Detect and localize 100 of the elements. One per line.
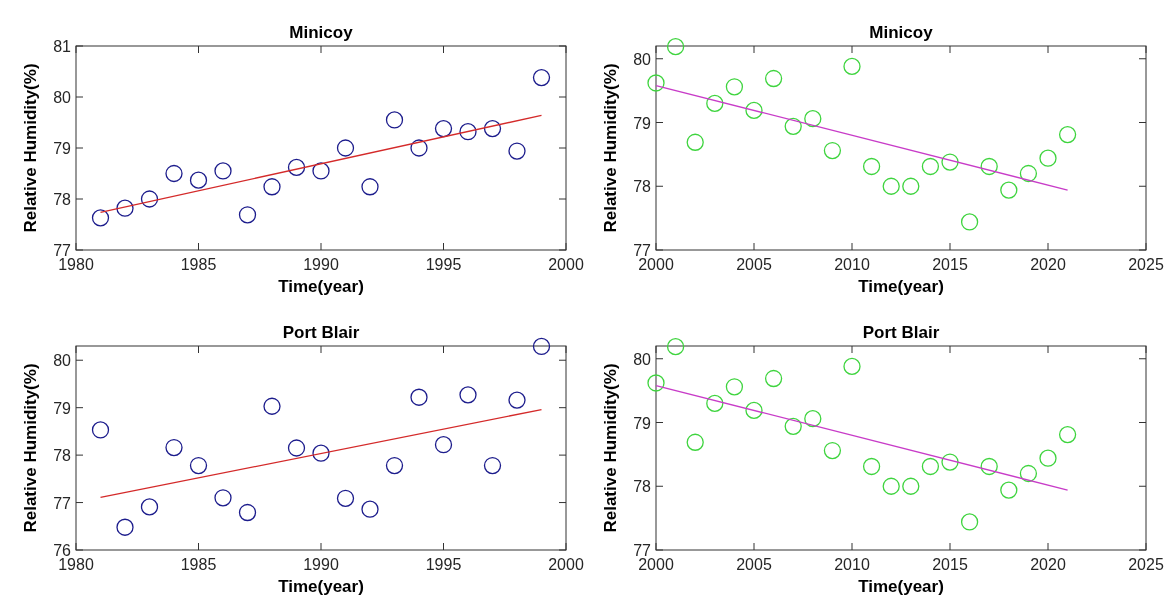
x-tick-label: 1995 bbox=[425, 256, 462, 273]
y-tick-label: 79 bbox=[633, 414, 652, 432]
x-axis-title: Time(year) bbox=[278, 577, 364, 596]
y-tick-label: 78 bbox=[53, 447, 72, 465]
point bbox=[706, 94, 724, 113]
x-tick-label: 1985 bbox=[180, 256, 217, 273]
y-tick-label: 77 bbox=[53, 242, 72, 259]
point bbox=[140, 498, 159, 516]
point bbox=[1019, 464, 1038, 483]
y-tick-label: 80 bbox=[633, 50, 652, 68]
point bbox=[263, 397, 281, 415]
chart-title: Minicoy bbox=[869, 23, 934, 42]
point bbox=[116, 518, 134, 536]
point bbox=[385, 111, 404, 129]
point bbox=[238, 503, 257, 522]
point bbox=[361, 178, 379, 196]
point bbox=[385, 456, 404, 475]
y-axis-title: Relative Humidity(%) bbox=[601, 363, 620, 533]
point bbox=[804, 410, 822, 428]
y-tick-label: 80 bbox=[633, 350, 652, 368]
point bbox=[784, 417, 802, 435]
point bbox=[921, 457, 940, 476]
point bbox=[902, 477, 920, 495]
point bbox=[804, 110, 822, 128]
x-axis-title: Time(year) bbox=[858, 277, 944, 296]
y-tick-label: 79 bbox=[53, 140, 72, 157]
x-tick-label: 2015 bbox=[932, 256, 968, 273]
x-tick-label: 2025 bbox=[1128, 556, 1164, 573]
point bbox=[823, 141, 842, 160]
point bbox=[843, 57, 861, 76]
y-tick-label: 76 bbox=[53, 542, 72, 559]
chart-title: Port Blair bbox=[862, 323, 940, 342]
point bbox=[508, 391, 526, 409]
point bbox=[960, 213, 979, 231]
point bbox=[336, 139, 355, 157]
point bbox=[116, 199, 134, 217]
y-tick-label: 77 bbox=[633, 542, 652, 559]
point bbox=[960, 513, 979, 531]
chart-title: Port Blair bbox=[282, 323, 360, 342]
point bbox=[882, 177, 900, 195]
x-axis-title: Time(year) bbox=[278, 277, 364, 296]
point bbox=[336, 489, 355, 507]
point bbox=[725, 378, 744, 396]
point bbox=[941, 153, 959, 171]
point bbox=[287, 439, 306, 457]
point bbox=[508, 142, 526, 160]
point bbox=[666, 337, 685, 356]
point bbox=[189, 456, 208, 475]
point bbox=[434, 119, 453, 138]
y-axis-title: Relative Humidity(%) bbox=[601, 63, 620, 233]
point bbox=[1039, 449, 1057, 467]
point bbox=[238, 206, 257, 224]
point bbox=[647, 374, 665, 392]
point bbox=[483, 456, 502, 475]
y-tick-label: 80 bbox=[53, 352, 72, 370]
point bbox=[1000, 481, 1018, 499]
y-tick-label: 77 bbox=[53, 494, 72, 512]
point bbox=[666, 37, 685, 56]
y-tick-label: 78 bbox=[633, 178, 652, 196]
point bbox=[764, 69, 783, 88]
point bbox=[91, 209, 110, 227]
y-tick-label: 80 bbox=[53, 89, 72, 106]
y-axis-title: Relative Humidity(%) bbox=[21, 363, 40, 533]
point bbox=[165, 164, 183, 183]
point bbox=[921, 157, 940, 176]
x-tick-label: 2020 bbox=[1030, 256, 1066, 273]
point bbox=[91, 421, 110, 439]
x-tick-label: 1995 bbox=[425, 556, 462, 573]
point bbox=[287, 158, 306, 177]
point bbox=[843, 357, 861, 376]
point bbox=[745, 401, 763, 420]
x-tick-label: 1985 bbox=[180, 556, 217, 573]
point bbox=[980, 157, 998, 176]
point bbox=[532, 68, 551, 87]
point bbox=[312, 444, 330, 462]
point bbox=[483, 119, 502, 138]
point bbox=[784, 117, 802, 135]
x-axis-title: Time(year) bbox=[858, 577, 944, 596]
y-tick-label: 78 bbox=[633, 478, 652, 496]
x-tick-label: 1990 bbox=[303, 256, 339, 273]
x-tick-label: 2000 bbox=[638, 256, 674, 273]
x-tick-label: 1990 bbox=[303, 556, 339, 573]
point bbox=[361, 500, 379, 518]
x-tick-label: 2005 bbox=[736, 556, 772, 573]
point bbox=[1019, 164, 1038, 183]
point bbox=[941, 453, 959, 471]
chart-title: Minicoy bbox=[289, 23, 354, 42]
point bbox=[902, 177, 920, 195]
point bbox=[459, 386, 477, 404]
point bbox=[686, 133, 704, 151]
x-tick-label: 2020 bbox=[1030, 556, 1066, 573]
point bbox=[862, 457, 881, 476]
point bbox=[745, 101, 763, 120]
point bbox=[882, 477, 900, 495]
point bbox=[434, 436, 453, 454]
y-tick-label: 77 bbox=[633, 242, 652, 259]
point bbox=[1058, 425, 1077, 444]
point bbox=[410, 388, 428, 406]
x-tick-label: 2005 bbox=[736, 256, 772, 273]
x-tick-label: 2000 bbox=[548, 256, 584, 273]
